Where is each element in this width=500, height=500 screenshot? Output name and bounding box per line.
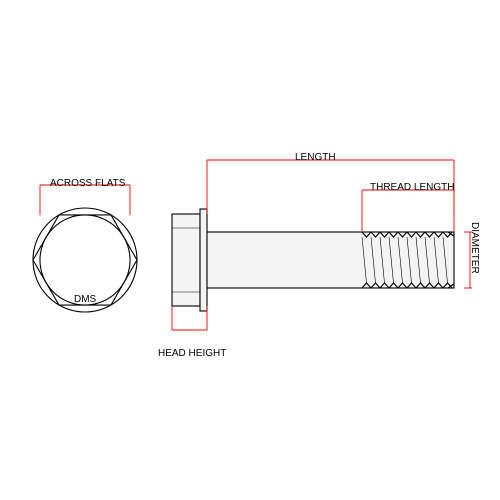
label-dms: DMS — [74, 294, 96, 305]
bolt-diagram — [0, 0, 500, 500]
label-across-flats: ACROSS FLATS — [50, 178, 125, 189]
label-diameter: DIAMETER — [469, 222, 480, 274]
label-head-height: HEAD HEIGHT — [158, 348, 226, 359]
bolt-side-view — [172, 209, 454, 311]
label-length: LENGTH — [295, 152, 336, 163]
label-thread-length: THREAD LENGTH — [370, 182, 454, 193]
